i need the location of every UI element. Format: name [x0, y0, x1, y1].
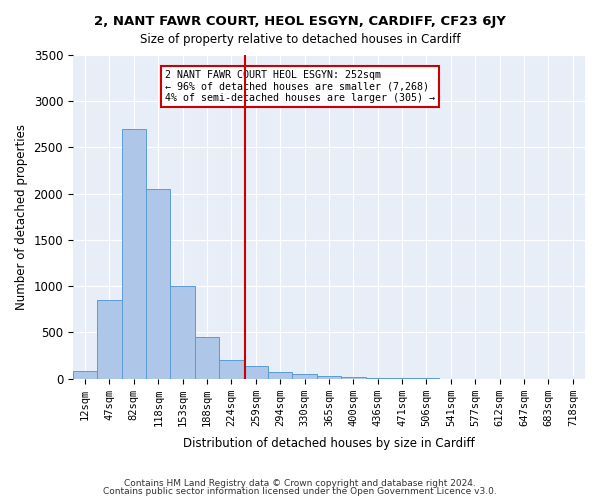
Text: 2, NANT FAWR COURT, HEOL ESGYN, CARDIFF, CF23 6JY: 2, NANT FAWR COURT, HEOL ESGYN, CARDIFF,…	[94, 15, 506, 28]
Y-axis label: Number of detached properties: Number of detached properties	[15, 124, 28, 310]
Bar	[73, 372, 97, 378]
Bar	[97, 300, 122, 378]
Bar	[268, 372, 292, 378]
X-axis label: Distribution of detached houses by size in Cardiff: Distribution of detached houses by size …	[183, 437, 475, 450]
Bar	[244, 366, 268, 378]
Bar	[122, 129, 146, 378]
Bar	[146, 189, 170, 378]
Text: Contains public sector information licensed under the Open Government Licence v3: Contains public sector information licen…	[103, 487, 497, 496]
Text: Size of property relative to detached houses in Cardiff: Size of property relative to detached ho…	[140, 32, 460, 46]
Text: 2 NANT FAWR COURT HEOL ESGYN: 252sqm
← 96% of detached houses are smaller (7,268: 2 NANT FAWR COURT HEOL ESGYN: 252sqm ← 9…	[165, 70, 435, 103]
Bar	[219, 360, 244, 378]
Bar	[317, 376, 341, 378]
Bar	[195, 337, 219, 378]
Bar	[292, 374, 317, 378]
Bar	[170, 286, 195, 378]
Text: Contains HM Land Registry data © Crown copyright and database right 2024.: Contains HM Land Registry data © Crown c…	[124, 478, 476, 488]
